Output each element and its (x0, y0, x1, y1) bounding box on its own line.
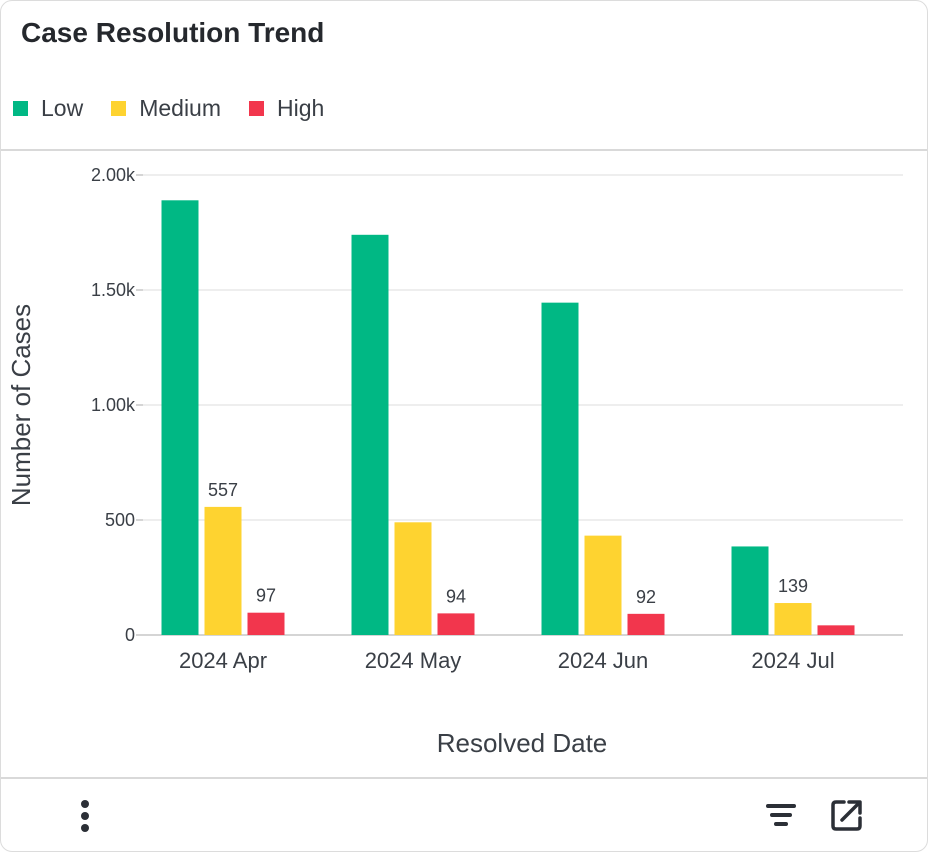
data-label: 97 (256, 586, 276, 606)
data-label: 139 (778, 576, 808, 596)
bar-chart: Number of Cases Resolved Date 0 500 1.00k 1… (6, 165, 903, 758)
y-tick-label: 1.50k (91, 280, 136, 300)
header-divider (1, 149, 927, 151)
chart-legend: Low Medium High (13, 93, 352, 123)
vertical-dots-icon[interactable] (67, 797, 103, 835)
legend-item-medium[interactable]: Medium (111, 95, 221, 122)
legend-item-low[interactable]: Low (13, 95, 83, 122)
bar-medium (584, 535, 622, 635)
footer-divider (1, 777, 927, 779)
y-tick-label: 500 (105, 510, 135, 530)
y-tick-label: 2.00k (91, 165, 136, 185)
x-tick-label: 2024 Jul (751, 648, 834, 673)
y-tick-label: 0 (125, 625, 135, 645)
bar-high (437, 613, 475, 635)
bar-low (161, 200, 199, 636)
bar-high (817, 625, 855, 635)
legend-label-medium: Medium (139, 94, 222, 121)
data-label: 94 (446, 586, 466, 606)
legend-swatch-low (13, 100, 28, 116)
data-label: 557 (208, 480, 238, 500)
bar-low (351, 234, 389, 636)
legend-swatch-medium (111, 100, 127, 116)
card-footer (1, 781, 927, 851)
legend-label-high: High (277, 94, 325, 121)
open-external-icon[interactable] (827, 795, 867, 835)
bar-low (731, 546, 769, 635)
bar-high (627, 613, 665, 635)
x-tick-label: 2024 May (365, 648, 462, 673)
y-axis-title: Number of Cases (6, 304, 36, 506)
data-label: 92 (636, 587, 656, 607)
legend-swatch-high (249, 100, 265, 116)
y-tick-label: 1.00k (91, 395, 136, 415)
chart-title: Case Resolution Trend (21, 17, 325, 48)
x-axis-title: Resolved Date (437, 728, 608, 758)
bar-low (541, 302, 579, 635)
filter-lines-icon[interactable] (761, 797, 801, 833)
bar-medium (774, 603, 812, 635)
x-tick-label: 2024 Apr (179, 648, 267, 673)
bar-medium (394, 522, 432, 635)
bar-high (247, 612, 285, 635)
legend-item-high[interactable]: High (249, 95, 324, 122)
bar-medium (204, 506, 242, 635)
x-tick-label: 2024 Jun (558, 648, 649, 673)
legend-label-low: Low (41, 94, 84, 121)
